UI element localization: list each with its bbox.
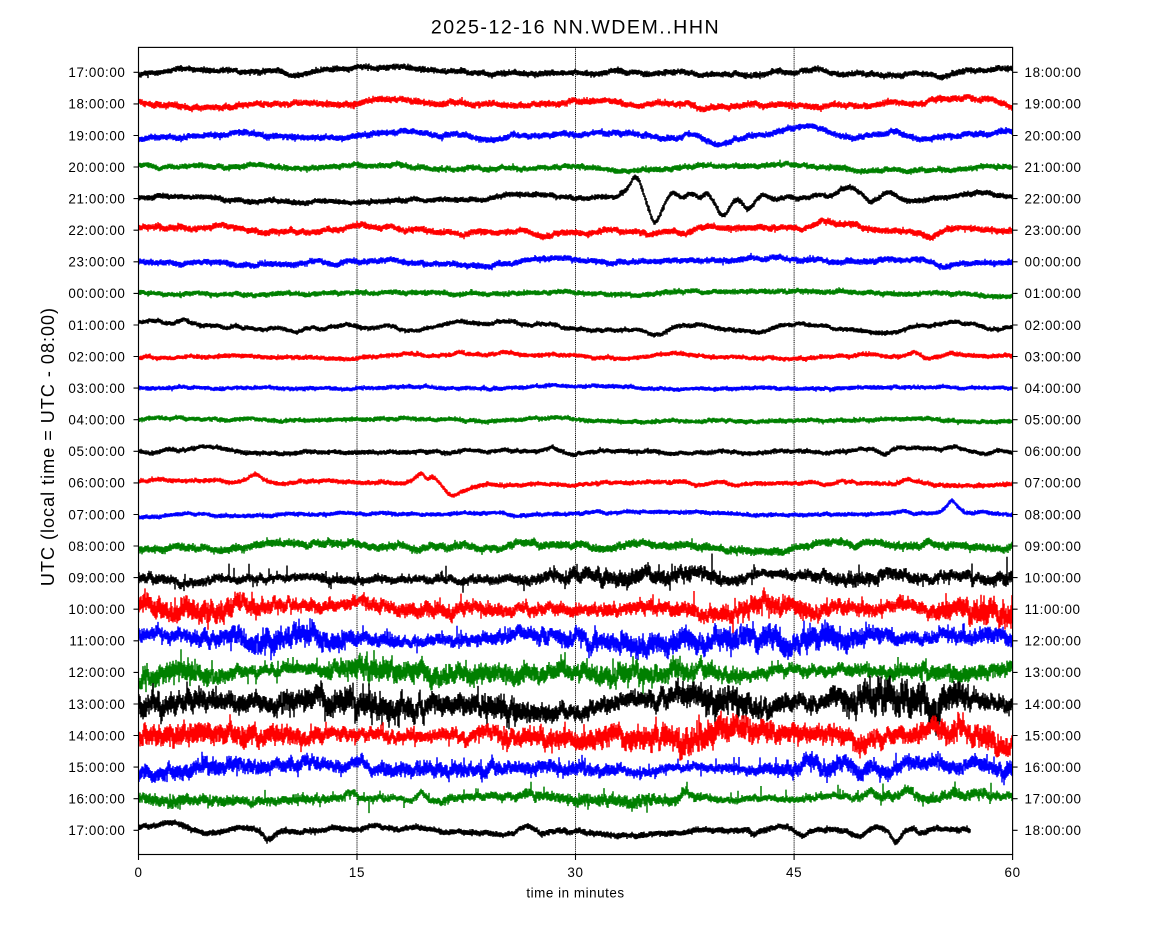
svg-text:21:00:00: 21:00:00 [1025,160,1082,175]
svg-text:60: 60 [1005,865,1021,880]
svg-text:19:00:00: 19:00:00 [68,128,125,143]
svg-text:09:00:00: 09:00:00 [68,570,125,585]
svg-text:10:00:00: 10:00:00 [68,602,125,617]
svg-text:01:00:00: 01:00:00 [68,318,125,333]
svg-text:14:00:00: 14:00:00 [68,728,125,743]
svg-text:20:00:00: 20:00:00 [1025,128,1082,143]
svg-text:UTC (local time = UTC - 08:00): UTC (local time = UTC - 08:00) [38,307,58,586]
svg-text:14:00:00: 14:00:00 [1025,697,1082,712]
svg-text:19:00:00: 19:00:00 [1025,97,1082,112]
svg-text:23:00:00: 23:00:00 [68,255,125,270]
svg-text:06:00:00: 06:00:00 [68,476,125,491]
svg-text:11:00:00: 11:00:00 [1025,602,1081,617]
svg-text:18:00:00: 18:00:00 [1025,65,1082,80]
svg-text:00:00:00: 00:00:00 [1025,255,1082,270]
svg-text:12:00:00: 12:00:00 [1025,634,1082,649]
svg-text:00:00:00: 00:00:00 [68,286,125,301]
svg-text:13:00:00: 13:00:00 [68,697,125,712]
svg-text:11:00:00: 11:00:00 [69,634,125,649]
svg-text:15:00:00: 15:00:00 [68,760,125,775]
svg-text:09:00:00: 09:00:00 [1025,539,1082,554]
svg-text:20:00:00: 20:00:00 [68,160,125,175]
svg-text:02:00:00: 02:00:00 [68,349,125,364]
svg-text:08:00:00: 08:00:00 [68,539,125,554]
svg-text:17:00:00: 17:00:00 [68,823,125,838]
svg-text:06:00:00: 06:00:00 [1025,444,1082,459]
svg-text:07:00:00: 07:00:00 [1025,476,1082,491]
svg-text:18:00:00: 18:00:00 [1025,823,1082,838]
svg-text:04:00:00: 04:00:00 [1025,381,1082,396]
svg-text:21:00:00: 21:00:00 [68,191,125,206]
svg-text:0: 0 [134,865,142,880]
svg-text:04:00:00: 04:00:00 [68,413,125,428]
svg-text:45: 45 [786,865,802,880]
svg-text:15: 15 [349,865,365,880]
svg-text:08:00:00: 08:00:00 [1025,507,1082,522]
svg-text:10:00:00: 10:00:00 [1025,570,1082,585]
svg-text:02:00:00: 02:00:00 [1025,318,1082,333]
svg-text:18:00:00: 18:00:00 [68,97,125,112]
svg-text:22:00:00: 22:00:00 [1025,191,1082,206]
svg-text:17:00:00: 17:00:00 [68,65,125,80]
svg-text:17:00:00: 17:00:00 [1025,792,1082,807]
svg-text:15:00:00: 15:00:00 [1025,728,1082,743]
svg-text:07:00:00: 07:00:00 [68,507,125,522]
svg-text:30: 30 [567,865,583,880]
svg-text:23:00:00: 23:00:00 [1025,223,1082,238]
svg-text:16:00:00: 16:00:00 [68,792,125,807]
svg-text:16:00:00: 16:00:00 [1025,760,1082,775]
svg-text:05:00:00: 05:00:00 [1025,413,1082,428]
svg-text:12:00:00: 12:00:00 [68,665,125,680]
svg-text:22:00:00: 22:00:00 [68,223,125,238]
svg-text:01:00:00: 01:00:00 [1025,286,1082,301]
svg-text:05:00:00: 05:00:00 [68,444,125,459]
svg-text:time in minutes: time in minutes [526,886,624,901]
svg-text:2025-12-16 NN.WDEM..HHN: 2025-12-16 NN.WDEM..HHN [431,17,720,39]
svg-text:03:00:00: 03:00:00 [1025,349,1082,364]
svg-text:03:00:00: 03:00:00 [68,381,125,396]
svg-text:13:00:00: 13:00:00 [1025,665,1082,680]
